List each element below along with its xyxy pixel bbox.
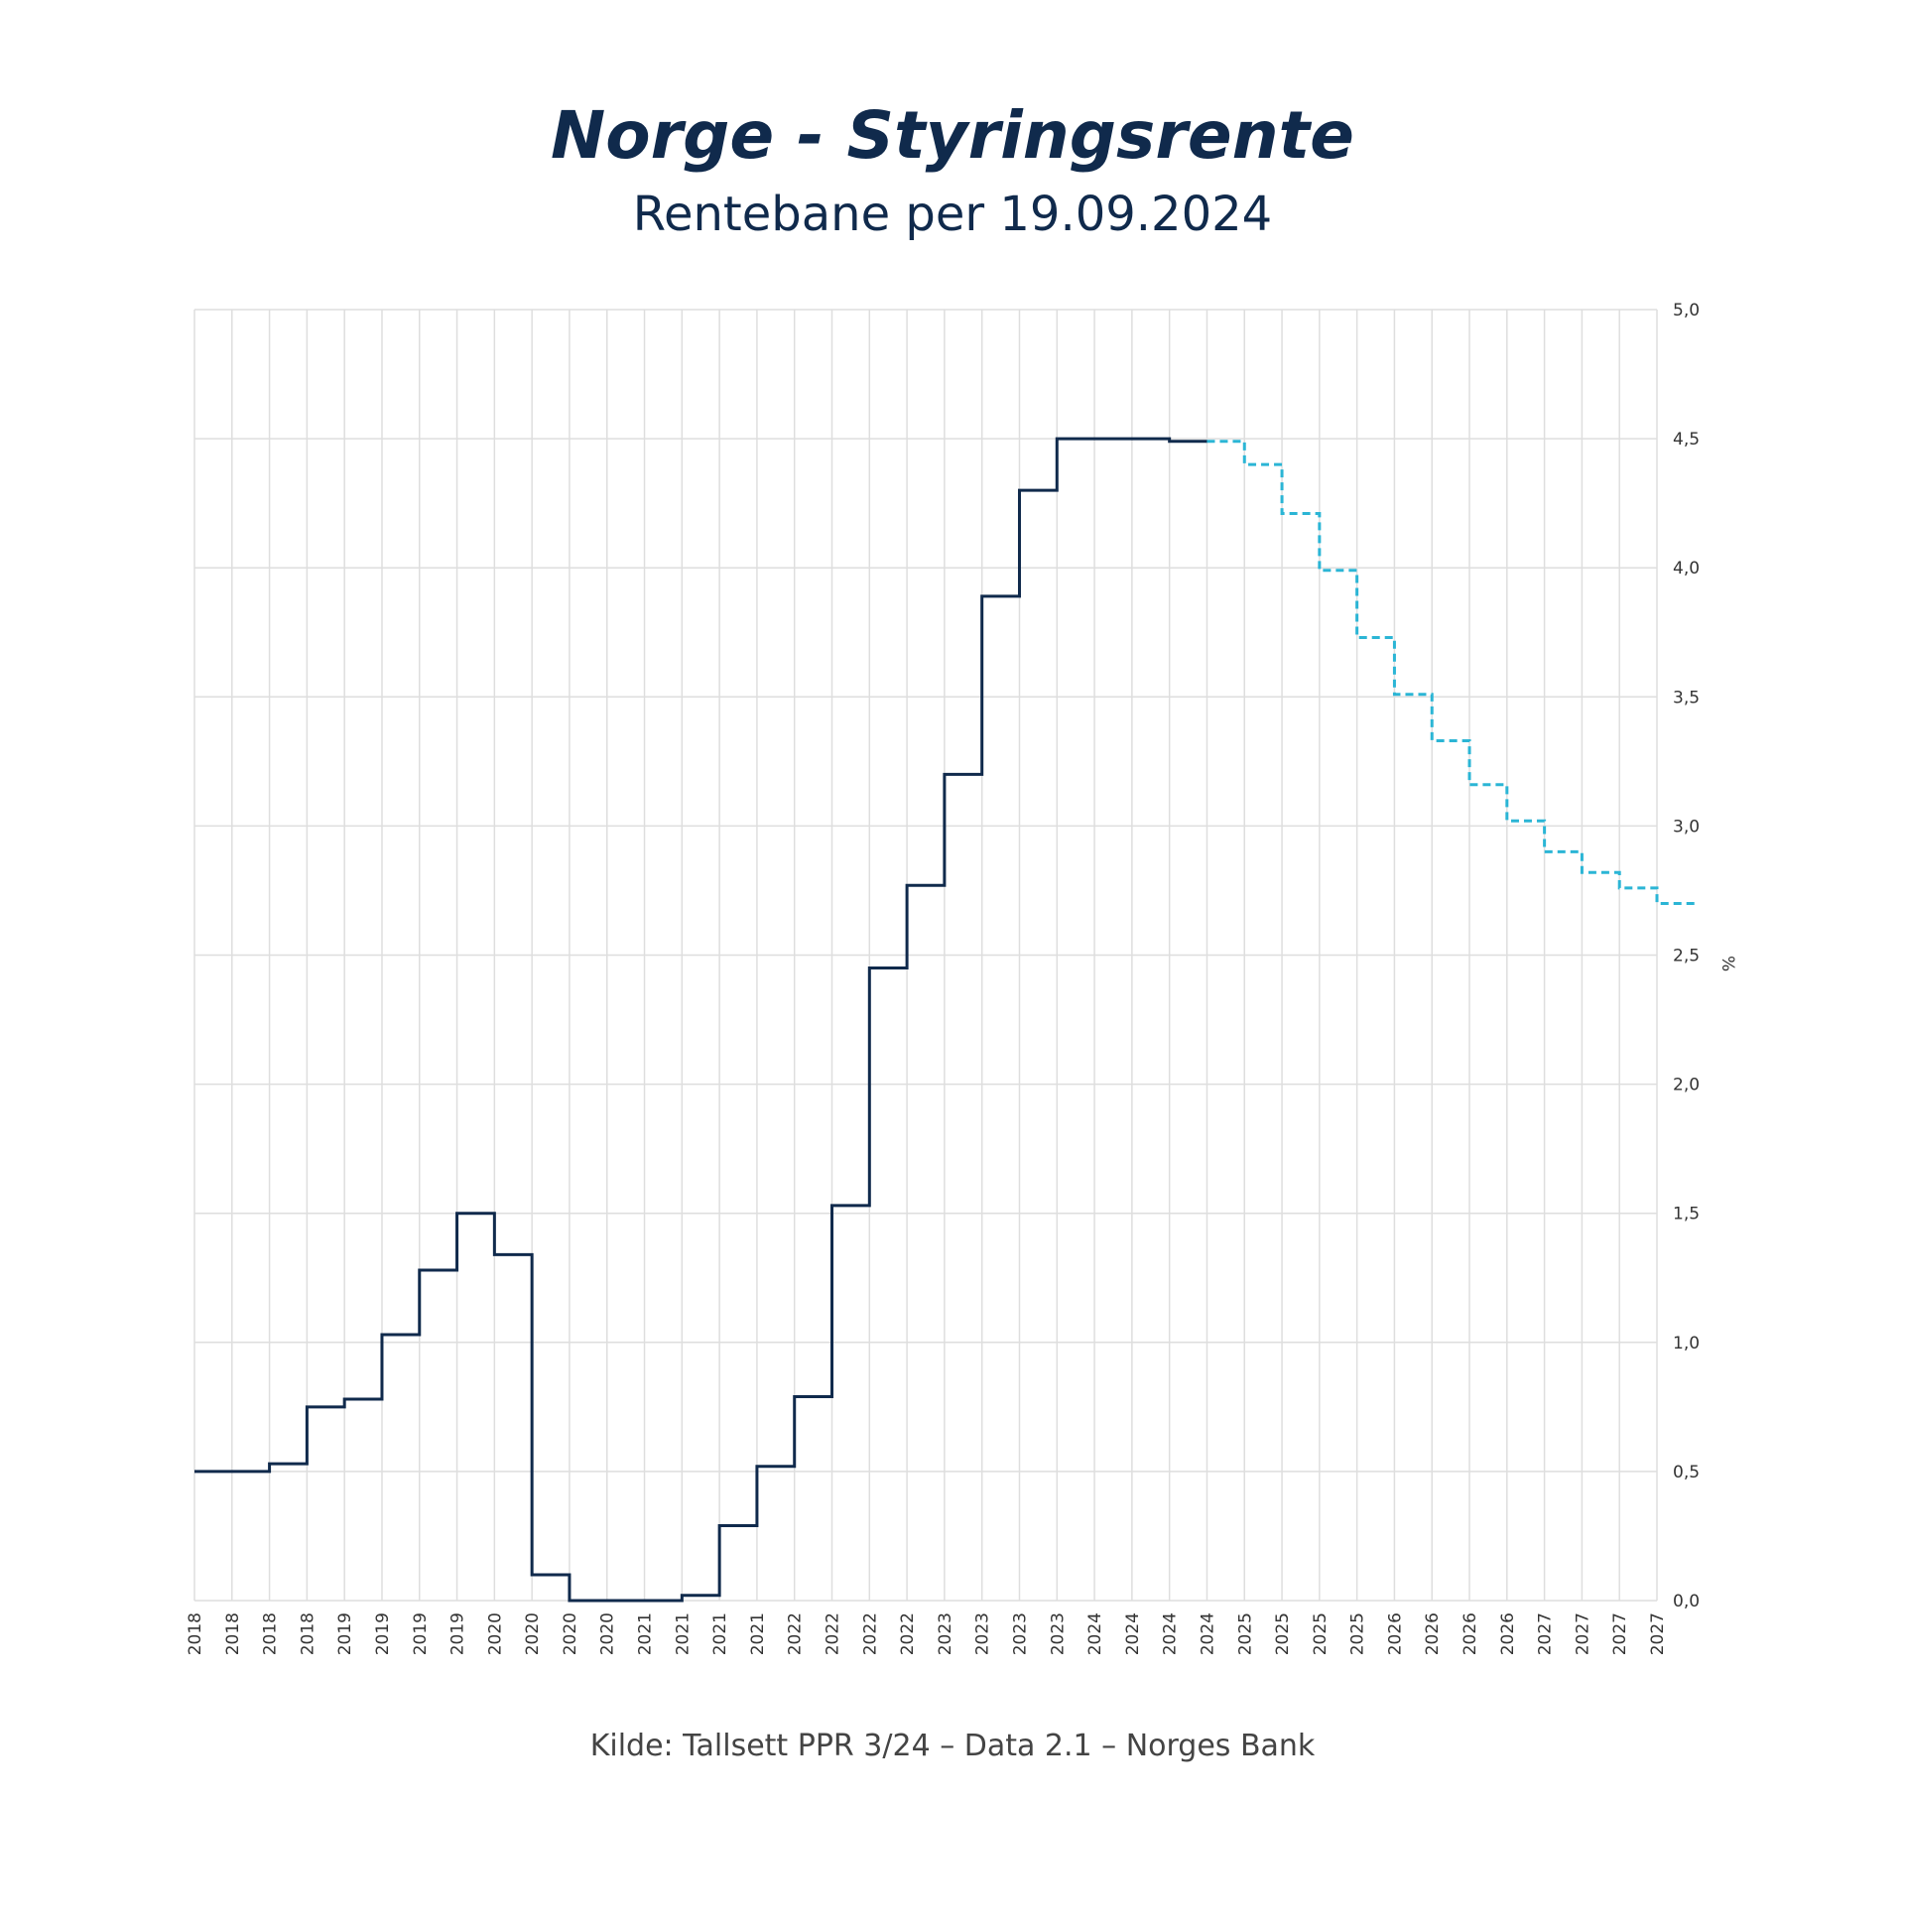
- x-tick-label: 2027: [1536, 1612, 1556, 1655]
- y-axis-ticks: 0,0 0,5 1,0 1,5 2,0 2,5 3,0 3,5 4,0 4,5 5,0: [1673, 301, 1700, 1611]
- x-tick-label: 2023: [1048, 1612, 1068, 1655]
- x-tick-label: 2026: [1423, 1612, 1443, 1655]
- x-tick-label: 2024: [1123, 1612, 1143, 1655]
- x-tick-label: 2018: [223, 1612, 243, 1655]
- x-tick-label: 2022: [860, 1612, 880, 1655]
- x-tick-label: 2020: [598, 1612, 618, 1655]
- x-axis-ticks: 2018 2018 2018 2018 2019 2019 2019 2019 2020 2020…: [186, 1612, 1668, 1655]
- series-lines: [194, 437, 1695, 1603]
- x-tick-label: 2019: [373, 1612, 393, 1655]
- x-tick-label: 2027: [1648, 1612, 1668, 1655]
- x-tick-label: 2023: [973, 1612, 993, 1655]
- x-tick-label: 2025: [1235, 1612, 1255, 1655]
- x-tick-label: 2019: [448, 1612, 468, 1655]
- y-tick-label: 3,0: [1673, 817, 1700, 837]
- x-tick-label: 2024: [1085, 1612, 1105, 1655]
- x-tick-label: 2024: [1198, 1612, 1217, 1655]
- y-tick-label: 1,0: [1673, 1334, 1700, 1353]
- x-tick-label: 2022: [786, 1612, 806, 1655]
- x-tick-label: 2020: [485, 1612, 505, 1655]
- chart-title: Norge - Styringsrente: [551, 97, 1354, 174]
- x-tick-label: 2025: [1311, 1612, 1331, 1655]
- x-tick-label: 2021: [636, 1612, 656, 1655]
- x-tick-label: 2024: [1161, 1612, 1181, 1655]
- forecast-series-line: [1206, 440, 1695, 905]
- y-tick-label: 0,0: [1673, 1592, 1700, 1611]
- x-tick-label: 2022: [824, 1612, 843, 1655]
- x-tick-label: 2021: [673, 1612, 693, 1655]
- x-tick-label: 2026: [1460, 1612, 1480, 1655]
- y-tick-label: 0,5: [1673, 1463, 1700, 1482]
- x-tick-label: 2022: [898, 1612, 918, 1655]
- grid-lines: [193, 309, 1658, 1602]
- x-tick-label: 2023: [936, 1612, 955, 1655]
- x-tick-label: 2026: [1385, 1612, 1405, 1655]
- x-tick-label: 2019: [335, 1612, 355, 1655]
- x-tick-label: 2020: [561, 1612, 580, 1655]
- y-tick-label: 3,5: [1673, 688, 1700, 708]
- x-tick-label: 2025: [1273, 1612, 1293, 1655]
- x-tick-label: 2023: [1010, 1612, 1030, 1655]
- x-tick-label: 2018: [298, 1612, 318, 1655]
- x-tick-label: 2019: [411, 1612, 431, 1655]
- y-tick-label: 5,0: [1673, 301, 1700, 321]
- y-axis-label: %: [1717, 956, 1737, 971]
- y-tick-label: 4,5: [1673, 430, 1700, 450]
- x-tick-label: 2018: [261, 1612, 281, 1655]
- source-note: Kilde: Tallsett PPR 3/24 – Data 2.1 – No…: [589, 1729, 1316, 1763]
- x-tick-label: 2027: [1573, 1612, 1592, 1655]
- x-tick-label: 2018: [186, 1612, 205, 1655]
- x-tick-label: 2026: [1498, 1612, 1518, 1655]
- x-tick-label: 2021: [748, 1612, 768, 1655]
- chart-subtitle: Rentebane per 19.09.2024: [632, 187, 1273, 242]
- y-tick-label: 2,0: [1673, 1076, 1700, 1095]
- y-tick-label: 2,5: [1673, 947, 1700, 966]
- historical-series-line: [194, 437, 1207, 1603]
- y-tick-label: 4,0: [1673, 559, 1700, 579]
- x-tick-label: 2025: [1348, 1612, 1368, 1655]
- x-tick-label: 2021: [710, 1612, 730, 1655]
- x-tick-label: 2027: [1610, 1612, 1630, 1655]
- y-tick-label: 1,5: [1673, 1205, 1700, 1224]
- x-tick-label: 2020: [523, 1612, 543, 1655]
